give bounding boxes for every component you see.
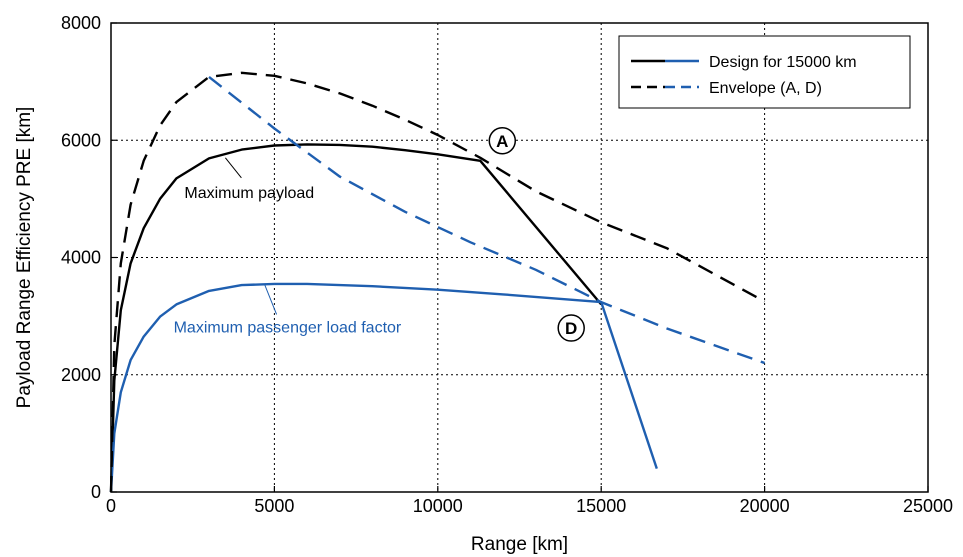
y-axis-title: Payload Range Efficiency PRE [km] — [14, 107, 35, 409]
point-marker-circle-a — [488, 127, 517, 155]
legend-label: Envelope (A, D) — [709, 80, 822, 97]
point-marker-label-a: A — [496, 132, 508, 151]
grid — [111, 23, 928, 492]
y-tick-label: 4000 — [61, 248, 101, 268]
point-marker-label-d: D — [565, 319, 577, 338]
annotation-maximum-payload: Maximum payload — [184, 185, 314, 202]
series-layer — [109, 71, 766, 493]
x-tick-label: 10000 — [413, 496, 463, 516]
x-tick-label: 5000 — [254, 496, 294, 516]
x-tick-label: 20000 — [740, 496, 790, 516]
annotation-maximum-load-factor: Maximum passenger load factor — [174, 319, 402, 336]
series-line-envelope_max_load_factor — [208, 75, 765, 365]
series-line-envelope_max_payload — [109, 71, 766, 493]
y-tick-label: 0 — [91, 482, 101, 502]
y-tick-label: 6000 — [61, 130, 101, 150]
x-tick-label: 15000 — [576, 496, 626, 516]
legend-label: Design for 15000 km — [709, 54, 857, 71]
x-axis-title: Range [km] — [471, 534, 568, 555]
y-tick-label: 2000 — [61, 365, 101, 385]
x-tick-label: 25000 — [903, 496, 953, 516]
series-line-design_max_payload — [109, 143, 603, 493]
x-tick-label: 0 — [106, 496, 116, 516]
annotation-leader-maximum-load-factor — [264, 284, 278, 315]
legend: Design for 15000 km Envelope (A, D) — [618, 35, 911, 109]
ticks: 0 5000 10000 15000 20000 25000 0 2000 4000 6000 80… — [61, 13, 953, 516]
point-marker-circle-d — [557, 314, 585, 342]
legend-box — [618, 35, 911, 109]
series-line-design_max_load_factor — [109, 282, 658, 493]
annotation-leader-maximum-payload — [224, 157, 242, 179]
y-tick-label: 8000 — [61, 13, 101, 33]
annotations: Maximum payload Maximum passenger load fa… — [174, 127, 585, 342]
